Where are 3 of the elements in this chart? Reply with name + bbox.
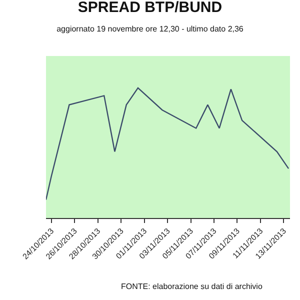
chart-title: SPREAD BTP/BUND xyxy=(78,0,222,16)
source-note: FONTE: elaborazione su dati di archivio xyxy=(121,282,263,291)
chart-subtitle: aggiornato 19 novembre ore 12,30 - ultimo dato 2,36 xyxy=(56,24,244,34)
